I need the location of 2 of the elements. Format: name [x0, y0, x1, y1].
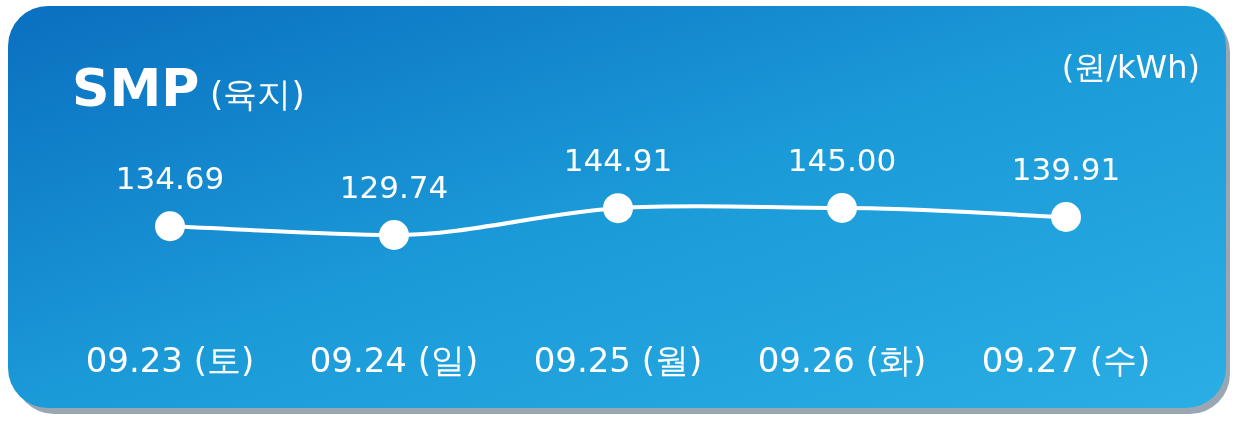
- ylabel: (원/kWh): [1061, 48, 1200, 86]
- title: SMP (육지): [72, 58, 305, 118]
